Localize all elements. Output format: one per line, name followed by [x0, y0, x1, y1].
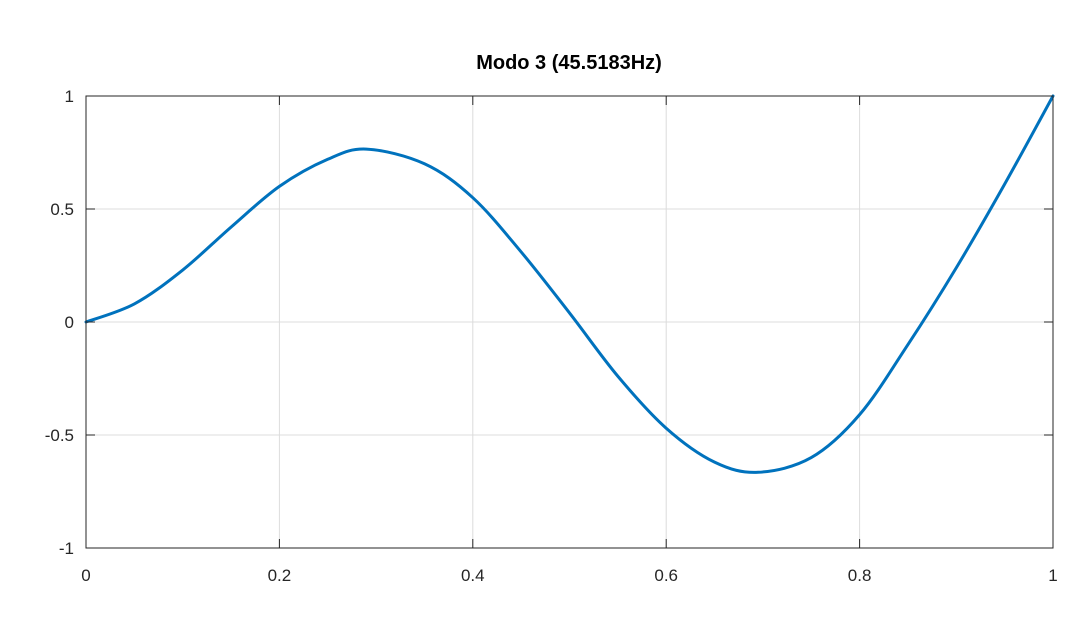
x-tick-label: 0.4	[461, 566, 485, 585]
y-tick-label: 1	[65, 87, 74, 106]
series-line	[84, 94, 1055, 474]
y-tick-label: -1	[59, 539, 74, 558]
x-tick-label: 0.6	[654, 566, 678, 585]
y-tick-label: 0	[65, 313, 74, 332]
chart-title: Modo 3 (45.5183Hz)	[476, 52, 662, 74]
y-tick-label: -0.5	[45, 426, 74, 445]
x-tick-label: 1	[1048, 566, 1057, 585]
x-tick-label: 0	[81, 566, 90, 585]
series-group	[84, 94, 1055, 474]
x-tick-label: 0.8	[848, 566, 872, 585]
y-tick-label: 0.5	[50, 200, 74, 219]
x-tick-label: 0.2	[268, 566, 292, 585]
x-tick-labels: 0 0.2 0.4 0.6 0.8 1	[81, 566, 1057, 585]
y-tick-labels: -1 -0.5 0 0.5 1	[45, 87, 74, 558]
grid	[85, 95, 1054, 549]
ticks	[85, 95, 1054, 549]
